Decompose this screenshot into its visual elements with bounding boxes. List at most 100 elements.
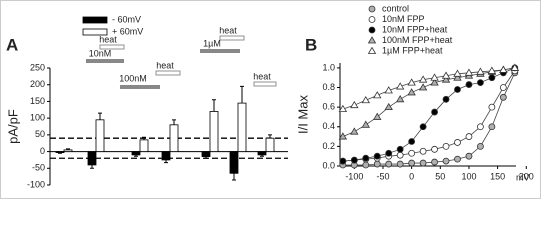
marker: [442, 95, 450, 103]
figure: ApA/pF -100 -50 0 50 100 150 200 250 - 60mV + 60mV…: [0, 0, 541, 199]
marker: [396, 145, 404, 153]
marker: [431, 145, 438, 153]
fit-line: [342, 72, 516, 166]
marker: [384, 86, 393, 94]
error-bar: [240, 85, 244, 104]
frame: [0, 0, 541, 199]
marker: [350, 156, 358, 164]
x-tick-label: 0: [409, 171, 414, 181]
heat-bar: [155, 70, 181, 76]
error-bar: [268, 134, 272, 139]
marker: [499, 84, 507, 91]
marker: [442, 157, 450, 165]
bar: [209, 111, 219, 152]
marker: [419, 147, 427, 155]
marker: [464, 68, 474, 76]
panel-label: A: [6, 35, 18, 54]
marker: [453, 73, 462, 81]
y-tick-label: 0.0: [322, 160, 335, 170]
marker: [373, 160, 381, 168]
error-bar: [66, 148, 70, 150]
error-bar: [172, 119, 176, 125]
marker: [419, 123, 427, 131]
marker: [465, 81, 473, 88]
marker: [442, 142, 450, 150]
annotation: 100nM: [119, 73, 147, 83]
annotation: heat: [99, 34, 117, 44]
legend-marker: [367, 46, 377, 54]
error-bar: [142, 136, 146, 140]
bar: [55, 151, 65, 153]
error-bar: [204, 156, 208, 159]
marker: [418, 75, 428, 83]
marker: [430, 78, 439, 86]
y-tick-label: 0.2: [322, 141, 335, 151]
marker: [395, 82, 405, 90]
marker: [441, 71, 451, 79]
y-tick-label: 0.6: [322, 102, 335, 112]
panel-label: B: [305, 35, 317, 54]
y-axis-title: I/I Max: [295, 95, 310, 135]
legend-label: control: [382, 3, 409, 13]
x-axis-title: mV: [516, 172, 530, 182]
y-tick-label: 100: [30, 113, 45, 123]
marker: [477, 142, 484, 150]
bar: [257, 151, 267, 156]
annotation: heat: [219, 25, 237, 35]
marker: [476, 67, 485, 75]
marker: [477, 79, 484, 87]
marker: [361, 95, 370, 104]
marker: [396, 160, 404, 168]
y-tick-label: -100: [27, 179, 45, 189]
legend-marker: [368, 16, 376, 23]
x-tick-label: 100: [461, 171, 476, 181]
bar: [139, 139, 149, 152]
error-bar: [90, 164, 94, 169]
marker: [454, 139, 461, 146]
x-tick-label: 200: [519, 171, 534, 181]
marker: [465, 152, 473, 160]
error-bar: [212, 99, 216, 112]
legend-marker: [367, 36, 377, 44]
marker: [499, 93, 507, 101]
bar: [201, 151, 211, 157]
marker: [510, 63, 520, 71]
marker: [385, 160, 393, 168]
marker: [408, 159, 416, 167]
marker: [430, 73, 439, 81]
marker: [338, 104, 348, 113]
error-bar: [98, 112, 102, 120]
y-tick-label: 0: [40, 146, 45, 156]
marker: [396, 151, 404, 159]
x-tick-label: -50: [376, 171, 389, 181]
annotation: heat: [156, 60, 174, 70]
heat-bar: [253, 81, 277, 87]
bar: [95, 119, 105, 152]
x-tick-label: 150: [490, 171, 505, 181]
heat-bar: [219, 35, 245, 41]
condition-bar: [120, 85, 160, 89]
legend-marker: [368, 26, 376, 34]
marker: [385, 149, 393, 157]
marker: [339, 157, 347, 165]
y-tick-label: -50: [32, 163, 45, 173]
y-tick-label: 200: [30, 79, 45, 89]
marker: [361, 120, 370, 128]
marker: [407, 88, 416, 96]
fit-line: [342, 67, 515, 110]
bar: [229, 151, 239, 174]
legend-label: 100nM FPP+heat: [382, 35, 453, 45]
marker: [441, 75, 451, 83]
marker: [431, 158, 438, 166]
marker: [362, 161, 370, 169]
legend-label: 10nM FPP+heat: [382, 24, 448, 34]
y-tick-label: 1.0: [322, 62, 335, 72]
fit-line: [342, 67, 515, 162]
y-tick-label: 150: [30, 96, 45, 106]
legend-label: + 60mV: [112, 26, 143, 36]
y-tick-label: 50: [35, 129, 45, 139]
marker: [408, 149, 416, 157]
marker: [477, 123, 484, 131]
bar: [131, 151, 141, 156]
fit-line: [342, 67, 515, 137]
